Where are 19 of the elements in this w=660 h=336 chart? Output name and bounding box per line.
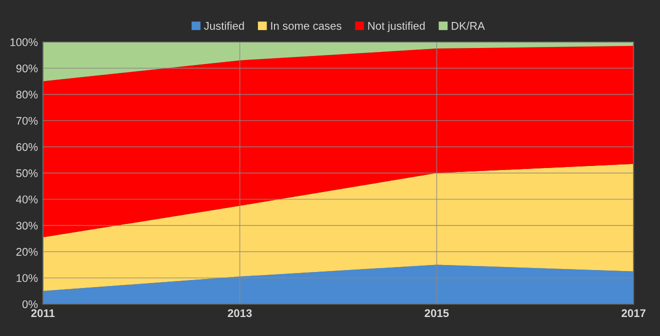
legend-label: Not justified bbox=[368, 22, 425, 32]
x-tick-label: 2013 bbox=[228, 309, 252, 318]
y-tick-label: 90% bbox=[16, 64, 38, 72]
y-tick-label: 0% bbox=[22, 300, 38, 308]
legend-label: Justified bbox=[204, 22, 244, 30]
y-tick-label: 70% bbox=[16, 116, 38, 125]
y-tick-label: 80% bbox=[16, 90, 38, 99]
x-tick-label: 2015 bbox=[424, 309, 449, 318]
y-tick-label: 10% bbox=[16, 274, 38, 282]
x-tick-label: 2017 bbox=[622, 309, 646, 318]
y-tick-label: 30% bbox=[16, 222, 38, 230]
y-tick-label: 50% bbox=[16, 169, 38, 178]
legend-label: In some cases bbox=[271, 22, 342, 30]
y-tick-label: 20% bbox=[16, 248, 38, 256]
x-tick-label: 2011 bbox=[31, 309, 55, 318]
y-tick-label: 40% bbox=[16, 196, 38, 204]
y-tick-label: 100% bbox=[10, 38, 38, 46]
legend-label: DK/RA bbox=[452, 22, 485, 30]
y-tick-label: 60% bbox=[16, 143, 38, 151]
